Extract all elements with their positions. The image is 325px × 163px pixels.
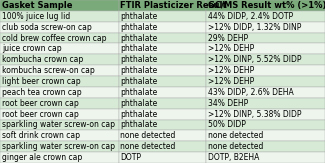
Text: DOTP, B2EHA: DOTP, B2EHA — [208, 153, 259, 162]
Text: phthalate: phthalate — [120, 12, 158, 21]
Bar — [119, 130, 206, 141]
Bar — [206, 54, 325, 65]
Text: >12% DEHP: >12% DEHP — [208, 77, 254, 86]
Bar — [119, 0, 206, 11]
Text: none detected: none detected — [208, 142, 263, 151]
Text: none detected: none detected — [208, 131, 263, 140]
Text: 50% DIDP: 50% DIDP — [208, 120, 246, 129]
Bar — [0, 33, 119, 44]
Bar — [0, 22, 119, 33]
Bar — [119, 65, 206, 76]
Text: peach tea crown cap: peach tea crown cap — [2, 88, 81, 97]
Bar — [206, 109, 325, 119]
Text: phthalate: phthalate — [120, 66, 158, 75]
Bar — [0, 54, 119, 65]
Text: phthalate: phthalate — [120, 23, 158, 32]
Bar — [206, 152, 325, 163]
Text: 44% DIDP, 2.4% DOTP: 44% DIDP, 2.4% DOTP — [208, 12, 293, 21]
Text: >12% DINP, 5.38% DIDP: >12% DINP, 5.38% DIDP — [208, 110, 302, 119]
Bar — [206, 119, 325, 130]
Bar — [0, 11, 119, 22]
Bar — [206, 130, 325, 141]
Bar — [206, 44, 325, 54]
Text: GC/MS Result wt% (>1%): GC/MS Result wt% (>1%) — [208, 1, 325, 10]
Text: none detected: none detected — [120, 131, 176, 140]
Text: >12% DEHP: >12% DEHP — [208, 44, 254, 53]
Text: phthalate: phthalate — [120, 34, 158, 43]
Text: phthalate: phthalate — [120, 88, 158, 97]
Text: root beer crown cap: root beer crown cap — [2, 99, 78, 108]
Text: light beer crown cap: light beer crown cap — [2, 77, 80, 86]
Text: none detected: none detected — [120, 142, 176, 151]
Bar — [206, 65, 325, 76]
Bar — [119, 33, 206, 44]
Text: >12% DINP, 5.52% DIDP: >12% DINP, 5.52% DIDP — [208, 55, 302, 64]
Text: phthalate: phthalate — [120, 110, 158, 119]
Text: phthalate: phthalate — [120, 99, 158, 108]
Text: phthalate: phthalate — [120, 44, 158, 53]
Bar — [206, 141, 325, 152]
Text: sparkling water screw-on cap: sparkling water screw-on cap — [2, 142, 115, 151]
Bar — [0, 141, 119, 152]
Bar — [119, 109, 206, 119]
Bar — [0, 109, 119, 119]
Text: DOTP: DOTP — [120, 153, 141, 162]
Bar — [0, 44, 119, 54]
Text: juice crown cap: juice crown cap — [2, 44, 61, 53]
Bar — [206, 22, 325, 33]
Bar — [206, 87, 325, 98]
Bar — [119, 11, 206, 22]
Bar — [0, 87, 119, 98]
Text: Gasket Sample: Gasket Sample — [2, 1, 72, 10]
Text: phthalate: phthalate — [120, 55, 158, 64]
Bar — [119, 141, 206, 152]
Text: soft drink crown cap: soft drink crown cap — [2, 131, 80, 140]
Bar — [0, 98, 119, 109]
Bar — [206, 98, 325, 109]
Bar — [0, 76, 119, 87]
Text: FTIR Plasticizer Result: FTIR Plasticizer Result — [120, 1, 227, 10]
Bar — [119, 119, 206, 130]
Text: sparkling water screw-on cap: sparkling water screw-on cap — [2, 120, 115, 129]
Bar — [119, 22, 206, 33]
Text: 43% DIDP, 2.6% DEHA: 43% DIDP, 2.6% DEHA — [208, 88, 294, 97]
Bar — [119, 152, 206, 163]
Bar — [119, 54, 206, 65]
Bar — [206, 33, 325, 44]
Bar — [206, 0, 325, 11]
Text: cold brew coffee crown cap: cold brew coffee crown cap — [2, 34, 106, 43]
Text: ginger ale crown cap: ginger ale crown cap — [2, 153, 82, 162]
Bar — [0, 0, 119, 11]
Bar — [0, 152, 119, 163]
Bar — [206, 76, 325, 87]
Text: root beer crown cap: root beer crown cap — [2, 110, 78, 119]
Bar — [0, 130, 119, 141]
Text: 34% DEHP: 34% DEHP — [208, 99, 248, 108]
Bar — [0, 119, 119, 130]
Text: phthalate: phthalate — [120, 120, 158, 129]
Bar — [119, 87, 206, 98]
Bar — [119, 98, 206, 109]
Bar — [119, 76, 206, 87]
Text: >12% DEHP: >12% DEHP — [208, 66, 254, 75]
Text: kombucha screw-on cap: kombucha screw-on cap — [2, 66, 94, 75]
Text: >12% DIDP, 1.32% DINP: >12% DIDP, 1.32% DINP — [208, 23, 301, 32]
Text: phthalate: phthalate — [120, 77, 158, 86]
Text: kombucha crown cap: kombucha crown cap — [2, 55, 83, 64]
Bar — [0, 65, 119, 76]
Text: 100% juice lug lid: 100% juice lug lid — [2, 12, 70, 21]
Text: 29% DEHP: 29% DEHP — [208, 34, 248, 43]
Bar — [206, 11, 325, 22]
Text: club soda screw-on cap: club soda screw-on cap — [2, 23, 91, 32]
Bar — [119, 44, 206, 54]
